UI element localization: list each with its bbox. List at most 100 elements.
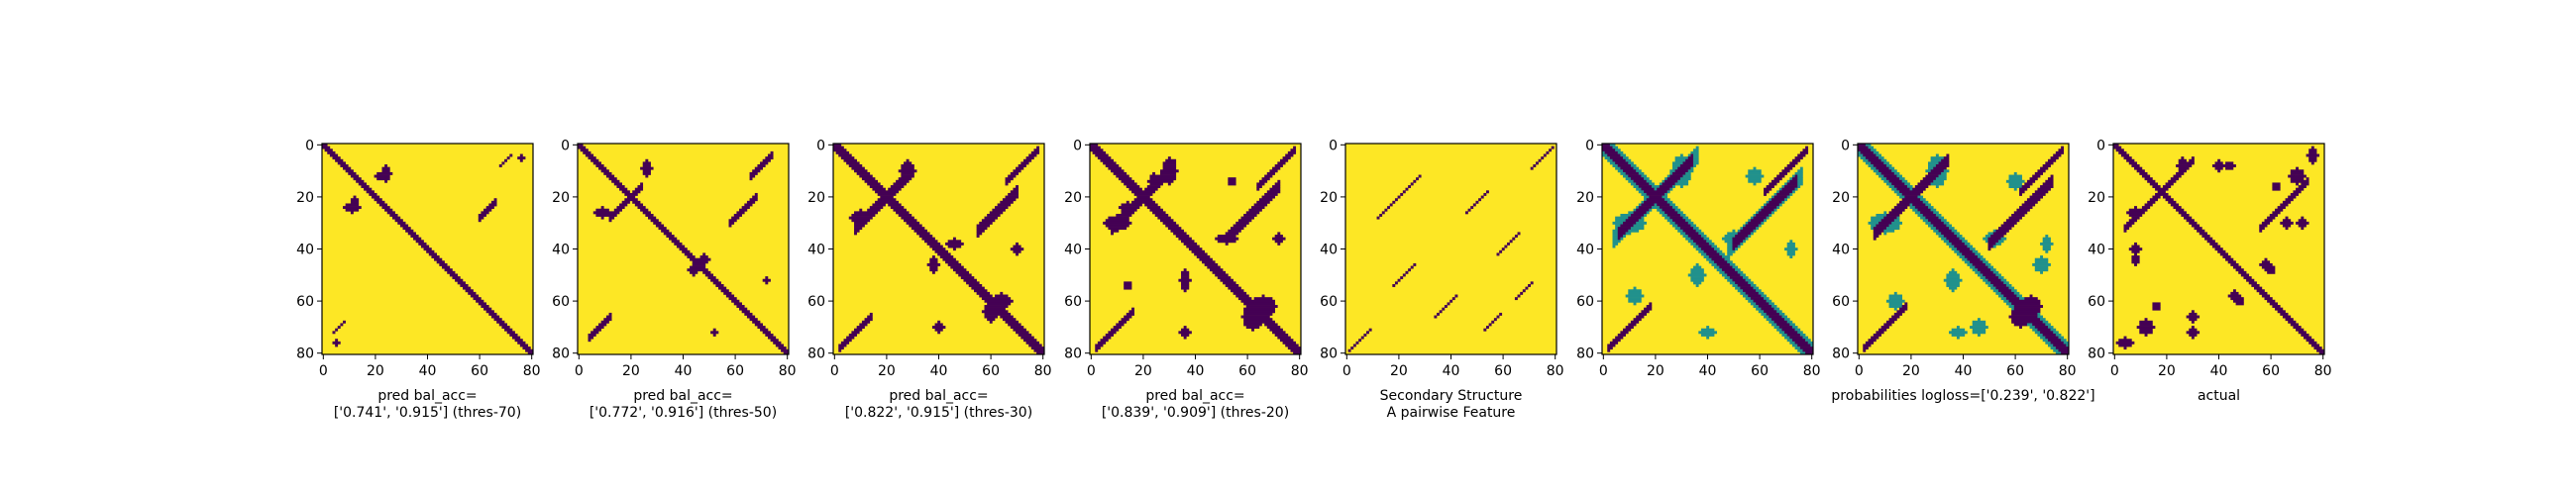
heatmap-cell	[1732, 265, 1739, 269]
heatmap-cell	[741, 310, 750, 314]
heatmap-cell	[1941, 171, 1947, 175]
heatmap-cell	[1791, 177, 1798, 181]
heatmap-cell	[1646, 192, 1665, 196]
heatmap-cell	[1217, 276, 1232, 280]
heatmap-cell	[1992, 284, 2007, 287]
heatmap-cell	[1251, 206, 1265, 210]
heatmap-cell	[1771, 195, 1774, 199]
heatmap-cell	[322, 144, 328, 147]
heatmap-cell	[1938, 174, 1947, 178]
x-axis-label: ['0.822', '0.915'] (thres-30)	[845, 405, 1032, 421]
heatmap-cell	[613, 182, 622, 186]
heatmap-cell	[1266, 190, 1281, 194]
heatmap-cell	[1987, 237, 2001, 241]
heatmap-cell	[1745, 237, 1749, 241]
heatmap-cell	[1776, 190, 1780, 194]
heatmap-cell	[995, 294, 1009, 298]
heatmap-cell	[1899, 307, 1908, 311]
heatmap-cell	[1871, 219, 1881, 223]
heatmap-cell	[1274, 333, 1289, 337]
heatmap-cell	[1121, 318, 1129, 322]
heatmap-cell	[2045, 161, 2054, 165]
heatmap-cell	[1758, 208, 1762, 212]
heatmap-cell	[1679, 227, 1694, 231]
heatmap-cell	[1695, 146, 1699, 149]
heatmap-cell	[364, 187, 373, 191]
heatmap-cell	[645, 214, 654, 217]
heatmap-cell	[1602, 150, 1605, 154]
heatmap-cell	[2298, 185, 2307, 188]
heatmap-cell	[1646, 211, 1650, 215]
heatmap-cell	[2139, 323, 2153, 327]
heatmap-cell	[1662, 208, 1675, 212]
heatmap-cell	[1893, 291, 1897, 295]
heatmap-cell	[1891, 187, 1897, 191]
heatmap-cell	[1748, 221, 1762, 225]
heatmap-cell	[2248, 281, 2257, 285]
heatmap-cell	[1786, 242, 1795, 246]
heatmap-cell	[1928, 161, 1939, 165]
heatmap-cell	[2217, 249, 2226, 253]
heatmap-cell	[1413, 179, 1417, 183]
heatmap-cell	[1116, 323, 1125, 327]
heatmap-cell	[1496, 252, 1500, 256]
heatmap-cell	[872, 203, 886, 207]
heatmap-cell	[1687, 235, 1702, 238]
heatmap-cell	[1873, 237, 1877, 241]
y-tick-label: 80	[1320, 346, 1338, 362]
heatmap-cell	[1797, 331, 1803, 335]
heatmap-cell	[1700, 248, 1715, 251]
heatmap-cell	[1160, 171, 1177, 175]
heatmap-cell	[1131, 200, 1156, 204]
heatmap-cell	[1533, 164, 1537, 167]
heatmap-cell	[381, 166, 390, 170]
heatmap-cell	[2261, 265, 2276, 269]
heatmap-cell	[1679, 177, 1691, 181]
heatmap-cell	[2131, 164, 2140, 167]
heatmap-cell	[1397, 278, 1401, 282]
heatmap-cell	[1719, 270, 1725, 274]
heatmap-cell	[1488, 323, 1492, 327]
heatmap-cell	[1630, 320, 1640, 324]
heatmap-cell	[901, 166, 914, 170]
heatmap-cell	[1538, 158, 1542, 162]
heatmap-cell	[1638, 219, 1645, 223]
heatmap-cell	[2128, 219, 2137, 223]
heatmap-cell	[509, 153, 513, 157]
y-tick-label: 80	[1576, 346, 1594, 362]
heatmap-cell	[598, 323, 607, 327]
heatmap-cell	[1949, 286, 1958, 290]
heatmap-cell	[470, 294, 480, 298]
heatmap-cell	[1400, 276, 1404, 280]
heatmap-cell	[1217, 235, 1236, 238]
heatmap-cell	[2256, 289, 2265, 293]
heatmap-cell	[1951, 248, 1958, 251]
heatmap-cell	[1209, 268, 1224, 272]
heatmap-cell	[1888, 302, 1903, 306]
heatmap-cell	[1617, 169, 1624, 173]
heatmap-cell	[1922, 200, 1929, 204]
heatmap-cell	[350, 198, 360, 202]
heatmap-cell	[1799, 346, 1814, 350]
heatmap-cell	[1124, 286, 1132, 290]
heatmap-cell	[906, 221, 920, 225]
heatmap-cell	[1977, 333, 1981, 337]
heatmap-cell	[2013, 323, 2028, 327]
heatmap-cell	[1277, 232, 1281, 236]
y-tick-label: 40	[1832, 243, 1850, 258]
heatmap-cell	[1922, 214, 1937, 217]
heatmap-cell	[1352, 344, 1356, 347]
heatmap-cell	[710, 331, 719, 335]
heatmap-cell	[1773, 326, 1780, 329]
heatmap-cell	[856, 326, 865, 329]
heatmap-cell	[859, 208, 863, 212]
heatmap-cell	[1784, 248, 1798, 251]
y-tick-label: 60	[552, 294, 570, 310]
heatmap-cell	[2214, 166, 2223, 170]
heatmap-cell	[1998, 294, 2004, 298]
heatmap-cell	[1620, 331, 1629, 335]
heatmap-cell	[1778, 312, 1785, 316]
heatmap-cell	[2019, 190, 2025, 194]
heatmap-cell	[1959, 255, 1966, 258]
heatmap-cell	[1794, 156, 1803, 160]
